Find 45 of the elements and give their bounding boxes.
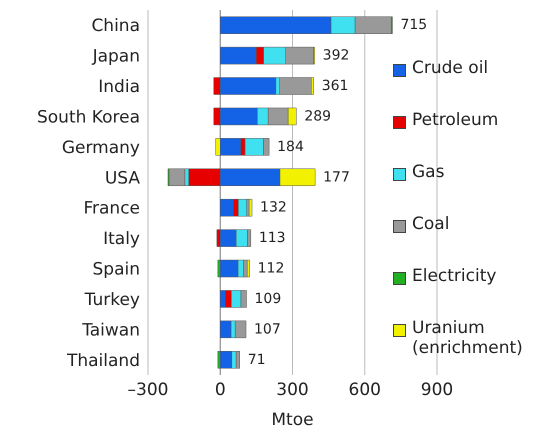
x-tick-label: 900	[420, 380, 454, 400]
x-tick-label: 300	[276, 380, 309, 400]
y-tick-label: Taiwan	[81, 320, 140, 340]
y-tick-label: India	[98, 77, 140, 98]
bar	[234, 320, 246, 338]
bar	[248, 198, 252, 216]
total-label: 107	[254, 321, 281, 338]
total-label: 289	[304, 108, 332, 124]
x-axis-title: Mtoe	[271, 410, 314, 430]
legend-label: Gas	[412, 162, 444, 182]
bar	[220, 320, 232, 338]
total-label: 112	[258, 260, 284, 277]
legend-label: Uranium (enrichment)	[412, 318, 524, 358]
y-tick-label: China	[91, 16, 140, 36]
total-label: 177	[323, 169, 350, 186]
legend-label: Coal	[412, 214, 450, 234]
bar	[220, 198, 234, 216]
legend-label: Electricity	[412, 266, 496, 286]
total-label: 392	[322, 48, 350, 64]
bar	[220, 351, 232, 369]
total-label: 715	[400, 17, 428, 34]
bar	[168, 168, 186, 186]
y-tick-label: Italy	[103, 229, 140, 250]
y-tick-label: Japan	[92, 46, 140, 67]
y-tick-label: France	[83, 198, 140, 219]
y-tick-label: Spain	[92, 260, 140, 280]
total-label: 71	[248, 352, 266, 368]
bar	[279, 77, 312, 95]
total-label: 361	[322, 78, 348, 94]
bar	[246, 260, 250, 278]
total-label: 132	[260, 200, 287, 216]
total-label: 109	[254, 290, 282, 307]
bar	[236, 351, 240, 369]
y-tick-label: Turkey	[84, 290, 140, 310]
legend-label: Crude oil	[412, 58, 488, 78]
y-tick-label: Thailand	[66, 350, 140, 371]
y-tick-label: Germany	[62, 138, 140, 158]
total-label: 113	[258, 230, 286, 246]
x-tick-label: 0	[214, 380, 226, 400]
x-tick-label: 600	[348, 380, 381, 400]
legend-label: Petroleum	[412, 110, 498, 130]
x-tick-label: –300	[128, 380, 168, 400]
y-tick-label: South Korea	[36, 107, 140, 128]
total-label: 184	[277, 138, 304, 155]
y-tick-label: USA	[104, 168, 140, 188]
